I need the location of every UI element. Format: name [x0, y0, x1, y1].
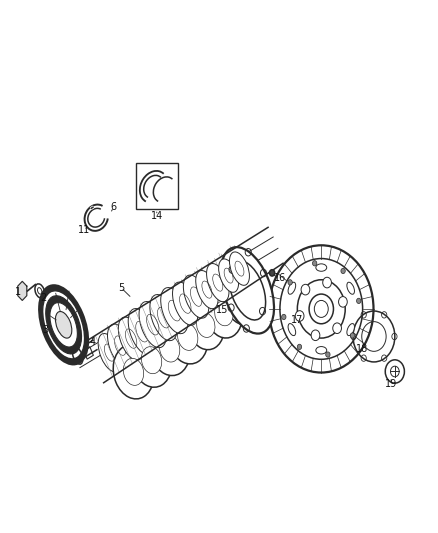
Ellipse shape — [124, 358, 144, 385]
Ellipse shape — [128, 309, 155, 354]
Ellipse shape — [149, 321, 190, 376]
FancyBboxPatch shape — [136, 163, 178, 209]
Ellipse shape — [56, 311, 72, 338]
Ellipse shape — [207, 263, 229, 302]
Ellipse shape — [316, 264, 327, 271]
Ellipse shape — [225, 279, 259, 325]
Ellipse shape — [347, 324, 354, 336]
Ellipse shape — [167, 310, 208, 364]
Circle shape — [323, 277, 332, 288]
Text: 18: 18 — [356, 344, 368, 354]
Text: 1: 1 — [15, 287, 21, 297]
Ellipse shape — [141, 346, 162, 374]
Ellipse shape — [98, 334, 120, 372]
Ellipse shape — [131, 333, 172, 387]
Text: 16: 16 — [274, 273, 286, 283]
Ellipse shape — [316, 346, 327, 354]
Ellipse shape — [118, 317, 144, 360]
Ellipse shape — [113, 345, 154, 399]
Text: 3: 3 — [42, 325, 48, 335]
Ellipse shape — [205, 289, 242, 338]
Ellipse shape — [197, 313, 215, 337]
Ellipse shape — [150, 295, 177, 341]
Ellipse shape — [139, 302, 166, 348]
Ellipse shape — [215, 301, 233, 326]
Circle shape — [295, 311, 304, 321]
Ellipse shape — [46, 296, 81, 354]
Ellipse shape — [50, 303, 78, 347]
Ellipse shape — [288, 324, 296, 336]
Text: 5: 5 — [118, 282, 124, 293]
Circle shape — [326, 352, 330, 357]
Circle shape — [341, 268, 345, 273]
Ellipse shape — [177, 324, 198, 350]
Text: 11: 11 — [78, 225, 90, 236]
Circle shape — [288, 280, 292, 285]
Text: 4: 4 — [90, 337, 96, 347]
Ellipse shape — [196, 271, 218, 309]
Ellipse shape — [347, 282, 354, 294]
Text: 2: 2 — [40, 293, 46, 303]
Ellipse shape — [221, 247, 274, 334]
Text: 15: 15 — [216, 305, 229, 315]
Text: 6: 6 — [111, 202, 117, 212]
Circle shape — [311, 330, 320, 341]
Ellipse shape — [229, 261, 265, 320]
Ellipse shape — [219, 259, 239, 292]
Ellipse shape — [173, 282, 198, 325]
Text: 19: 19 — [385, 379, 397, 389]
Ellipse shape — [184, 275, 209, 318]
Circle shape — [312, 261, 317, 266]
Text: 17: 17 — [291, 314, 304, 325]
Ellipse shape — [159, 335, 180, 362]
Ellipse shape — [107, 324, 133, 367]
Circle shape — [282, 314, 286, 320]
Circle shape — [301, 284, 310, 295]
Circle shape — [357, 298, 361, 303]
Ellipse shape — [161, 287, 188, 334]
Circle shape — [350, 333, 355, 338]
Ellipse shape — [230, 252, 249, 285]
Polygon shape — [18, 281, 27, 301]
Ellipse shape — [187, 301, 224, 350]
Ellipse shape — [42, 291, 85, 359]
Text: 14: 14 — [151, 211, 163, 221]
Circle shape — [339, 296, 347, 307]
Ellipse shape — [288, 282, 296, 294]
Circle shape — [333, 323, 342, 334]
Circle shape — [297, 344, 302, 350]
Circle shape — [269, 270, 275, 276]
Ellipse shape — [39, 285, 88, 365]
Ellipse shape — [233, 290, 251, 313]
